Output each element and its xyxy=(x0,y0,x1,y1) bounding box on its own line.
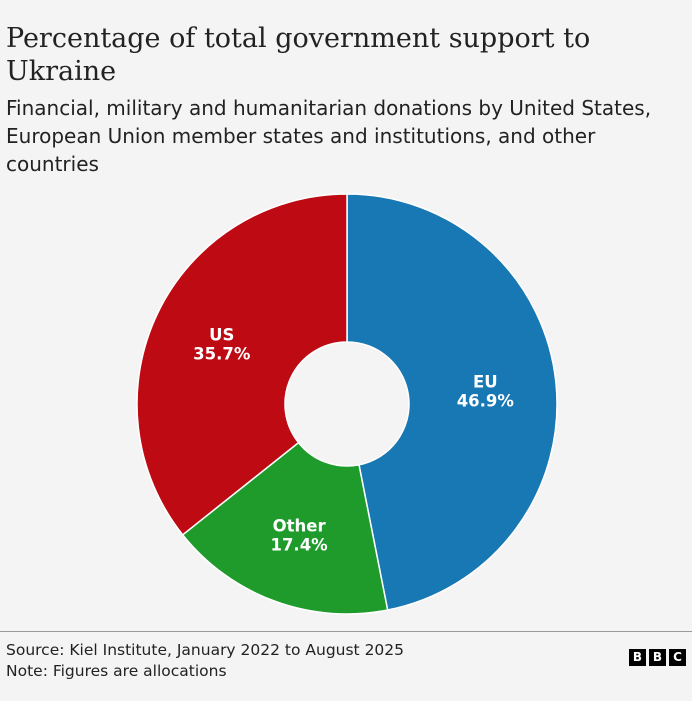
slice-label-us: US xyxy=(209,326,234,345)
slice-value-other: 17.4% xyxy=(270,535,328,554)
slice-label-eu: EU xyxy=(473,372,498,391)
slice-other xyxy=(181,441,389,615)
slice-value-eu: 46.9% xyxy=(457,391,515,410)
allocation-note: Note: Figures are allocations xyxy=(6,662,227,680)
slice-eu xyxy=(346,193,558,611)
slice-label-other: Other xyxy=(273,516,327,535)
bbc-logo: B B C xyxy=(629,649,686,666)
source-note: Source: Kiel Institute, January 2022 to … xyxy=(6,641,405,659)
bbc-logo-block: C xyxy=(669,649,686,666)
slice-value-us: 35.7% xyxy=(193,345,251,364)
slice-us xyxy=(136,193,348,536)
footer-divider xyxy=(0,631,692,632)
bbc-logo-block: B xyxy=(649,649,666,666)
bbc-logo-block: B xyxy=(629,649,646,666)
chart-subtitle: Financial, military and humanitarian don… xyxy=(6,96,652,176)
chart-title: Percentage of total government support t… xyxy=(6,23,591,87)
